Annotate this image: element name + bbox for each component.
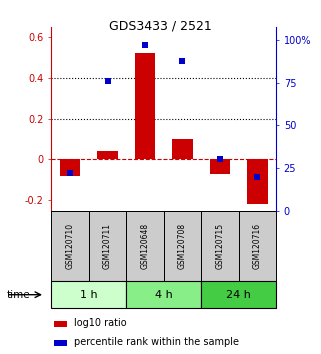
Bar [51, 281, 126, 308]
Bar [89, 211, 126, 281]
Bar [172, 139, 193, 160]
Text: GSM120648: GSM120648 [141, 223, 150, 269]
Bar [201, 281, 276, 308]
Bar [97, 151, 118, 160]
Bar [210, 160, 230, 174]
Bar [201, 211, 239, 281]
Bar [126, 211, 164, 281]
Text: 1 h: 1 h [80, 290, 98, 300]
Text: GSM120711: GSM120711 [103, 223, 112, 269]
Text: log10 ratio: log10 ratio [74, 318, 126, 328]
Bar [239, 211, 276, 281]
Text: GSM120715: GSM120715 [215, 223, 224, 269]
Text: GSM120716: GSM120716 [253, 223, 262, 269]
Bar [164, 211, 201, 281]
Text: time: time [6, 290, 30, 300]
Text: 4 h: 4 h [155, 290, 173, 300]
Bar [60, 160, 80, 176]
Text: GDS3433 / 2521: GDS3433 / 2521 [109, 19, 212, 33]
Bar [54, 340, 67, 346]
Bar [54, 321, 67, 327]
Bar [135, 53, 155, 160]
Bar [126, 281, 201, 308]
Text: 24 h: 24 h [226, 290, 251, 300]
Text: GSM120708: GSM120708 [178, 223, 187, 269]
Text: GSM120710: GSM120710 [65, 223, 74, 269]
Text: percentile rank within the sample: percentile rank within the sample [74, 337, 239, 347]
Bar [247, 160, 268, 205]
Bar [51, 211, 89, 281]
